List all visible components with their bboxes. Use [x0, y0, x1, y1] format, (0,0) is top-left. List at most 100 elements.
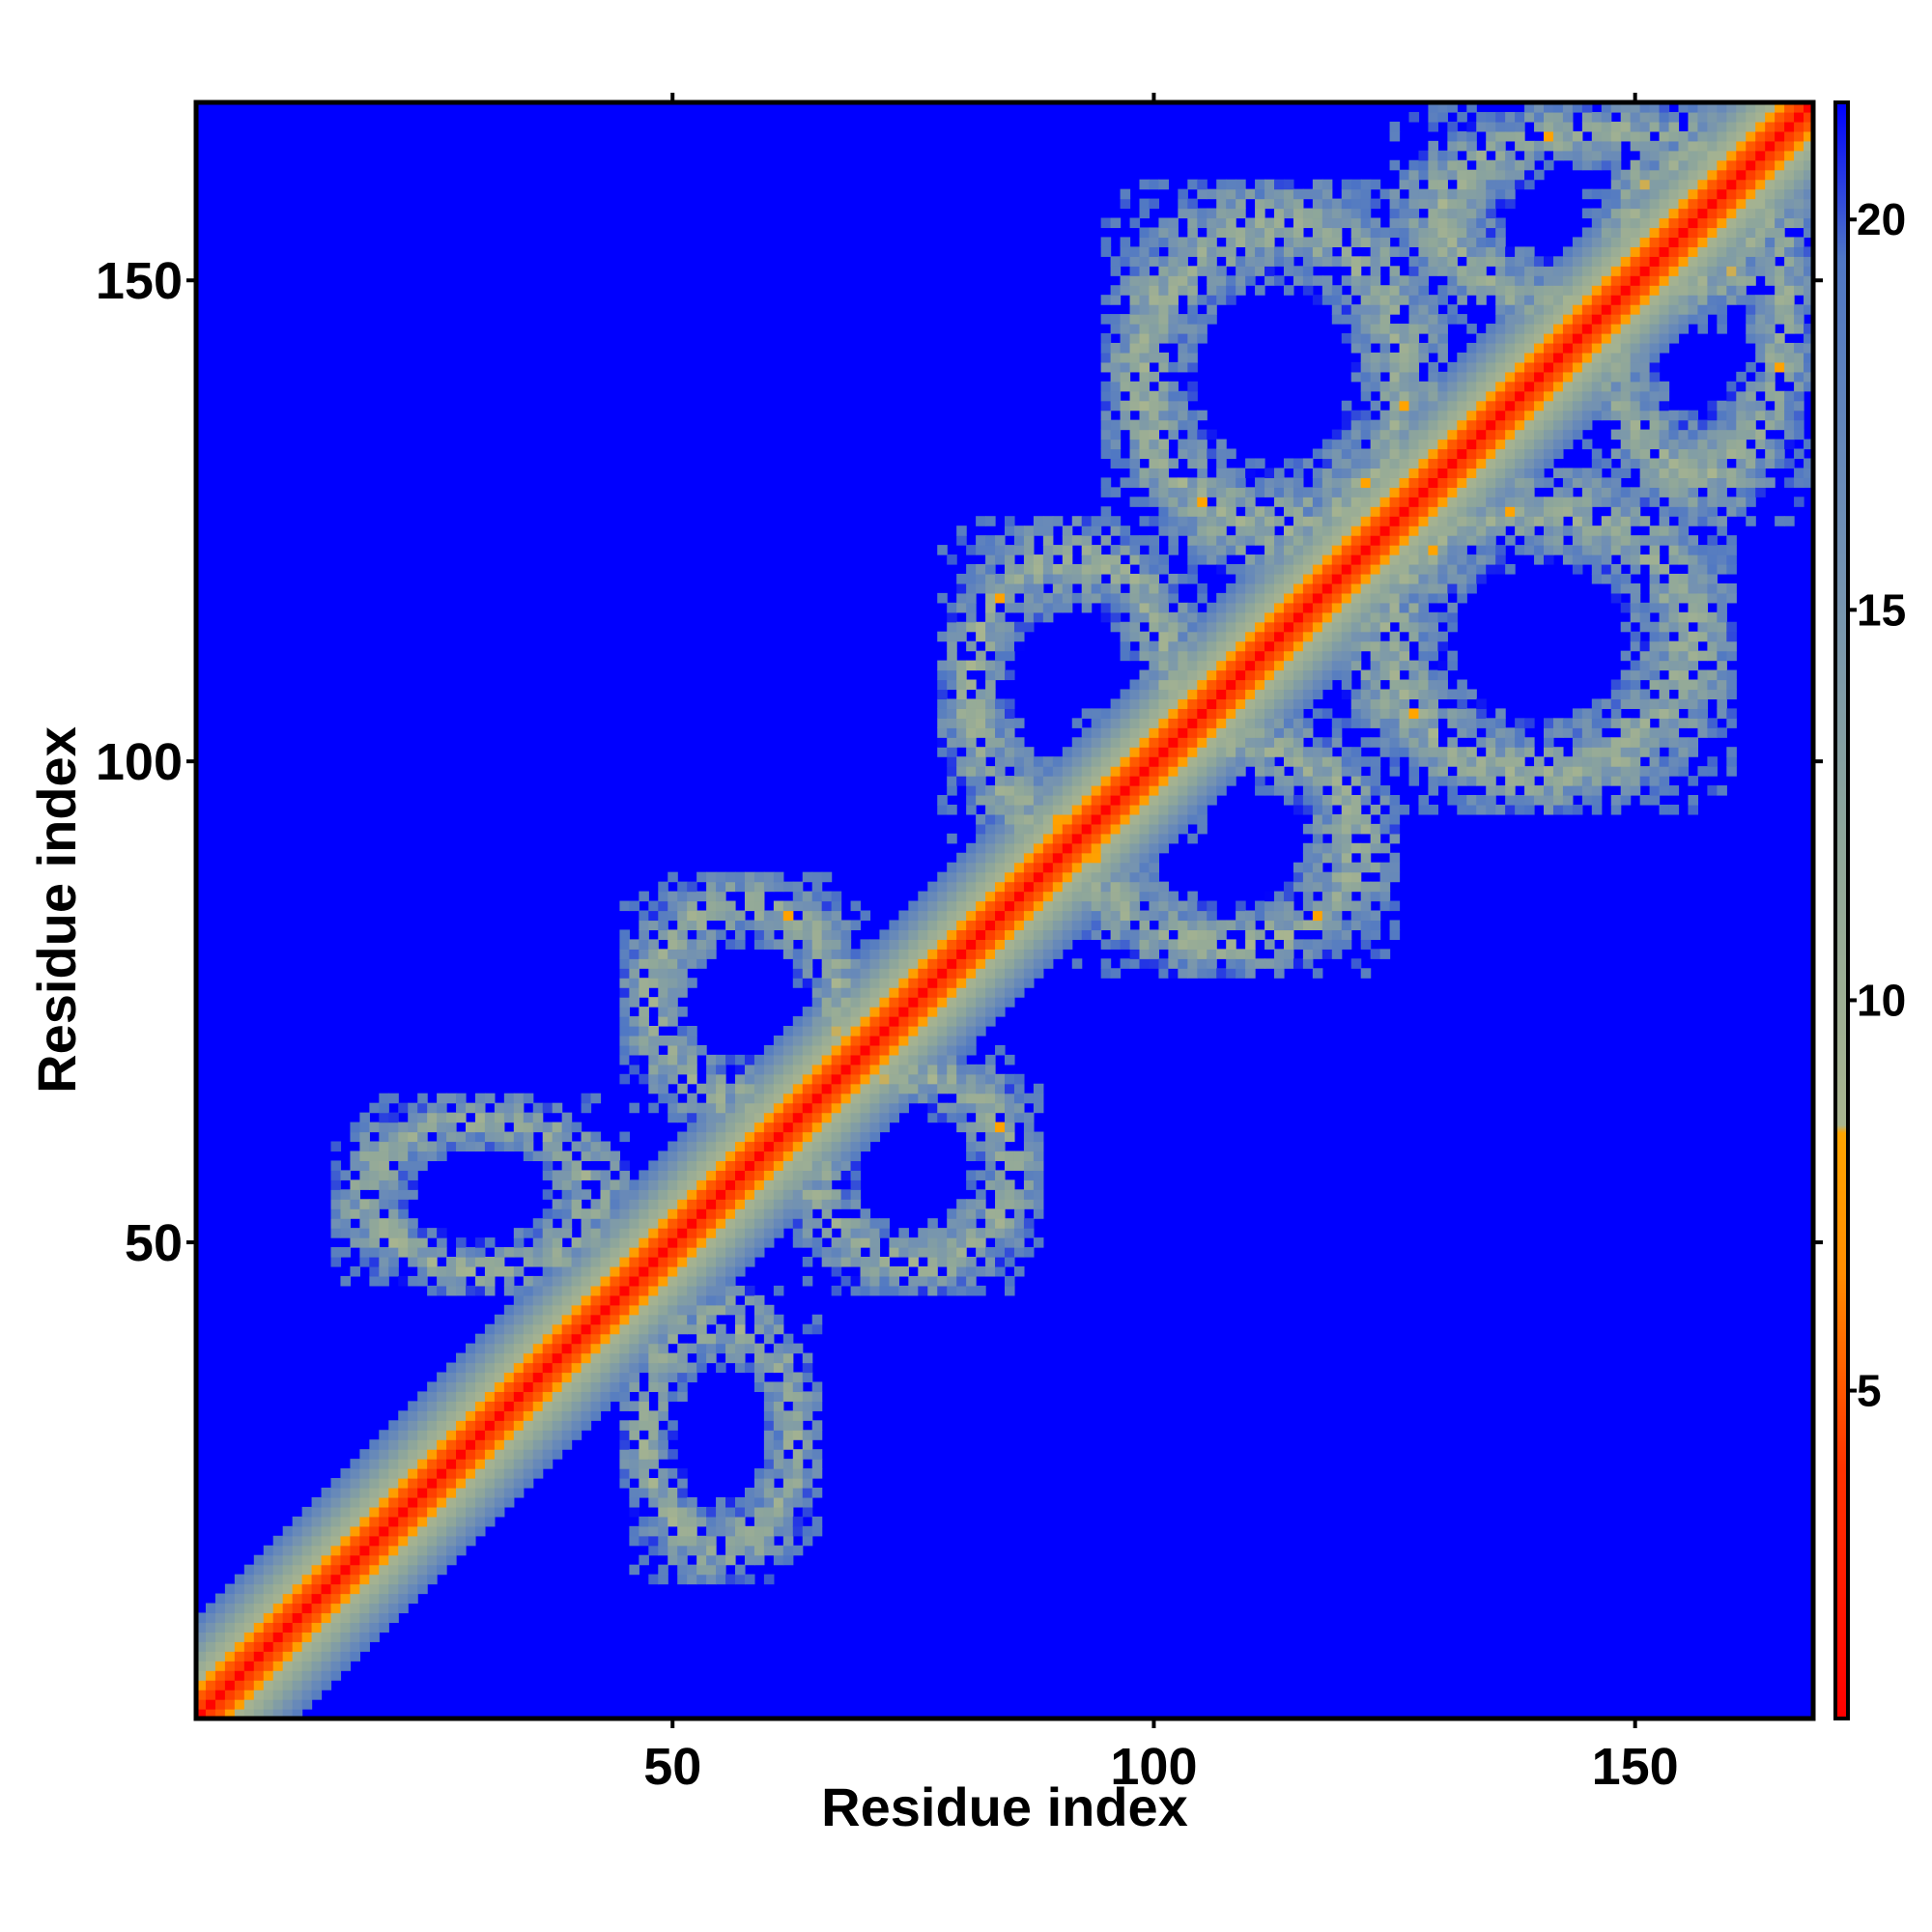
heatmap-cell	[1110, 352, 1122, 363]
heatmap-cell	[1264, 564, 1275, 575]
heatmap-cell	[282, 1525, 294, 1537]
heatmap-cell	[1120, 747, 1131, 757]
heatmap-cell	[811, 1044, 823, 1056]
heatmap-cell	[802, 1372, 813, 1383]
heatmap-cell	[908, 1054, 919, 1065]
heatmap-cell	[561, 1247, 573, 1258]
heatmap-cell	[802, 1237, 813, 1248]
heatmap-cell	[571, 1362, 582, 1374]
heatmap-cell	[956, 1093, 967, 1104]
heatmap-cell	[1100, 381, 1112, 392]
heatmap-cell	[542, 1381, 554, 1393]
heatmap-cell	[956, 592, 967, 604]
heatmap-cell	[214, 1603, 226, 1614]
heatmap-cell	[1255, 217, 1265, 229]
heatmap-cell	[513, 1459, 525, 1469]
heatmap-cell	[802, 1131, 813, 1143]
heatmap-cell	[1023, 1189, 1035, 1200]
heatmap-cell	[1255, 477, 1265, 488]
heatmap-cell	[629, 1401, 639, 1411]
heatmap-cell	[947, 631, 957, 642]
heatmap-cell	[782, 1044, 794, 1056]
heatmap-cell	[773, 1054, 784, 1065]
heatmap-cell	[1197, 920, 1208, 931]
heatmap-cell	[330, 1574, 342, 1585]
heatmap-cell	[398, 1151, 409, 1162]
heatmap-cell	[947, 1044, 957, 1056]
heatmap-cell	[1187, 246, 1198, 257]
heatmap-cell	[811, 1102, 823, 1114]
heatmap-cell	[802, 891, 813, 902]
heatmap-cell	[744, 1199, 755, 1209]
heatmap-cell	[860, 1035, 871, 1046]
heatmap-cell	[610, 1208, 621, 1219]
heatmap-cell	[600, 1352, 611, 1364]
heatmap-cell	[677, 1468, 688, 1479]
heatmap-cell	[369, 1583, 380, 1595]
heatmap-cell	[735, 1218, 746, 1229]
heatmap-cell	[542, 1401, 554, 1411]
heatmap-cell	[706, 1294, 717, 1306]
heatmap-cell	[1129, 429, 1141, 440]
heatmap-cell	[437, 1112, 447, 1123]
heatmap-cell	[1321, 679, 1333, 691]
heatmap-cell	[985, 1160, 996, 1171]
heatmap-cell	[1120, 545, 1131, 555]
heatmap-cell	[417, 1478, 428, 1489]
heatmap-cell	[782, 1073, 794, 1085]
heatmap-cell	[272, 1641, 284, 1652]
heatmap-cell	[706, 1333, 717, 1345]
heatmap-cell	[282, 1680, 294, 1690]
heatmap-cell	[918, 1237, 928, 1248]
heatmap-cell	[985, 949, 996, 959]
heatmap-cell	[417, 1401, 428, 1411]
heatmap-cell	[1129, 785, 1141, 796]
heatmap-cell	[735, 1257, 746, 1267]
heatmap-cell	[985, 968, 996, 979]
heatmap-cell	[1187, 631, 1198, 642]
heatmap-cell	[1187, 295, 1198, 305]
heatmap-cell	[1023, 747, 1035, 757]
heatmap-cell	[427, 1391, 438, 1402]
heatmap-cell	[1005, 1179, 1015, 1190]
heatmap-cell	[1255, 958, 1265, 969]
heatmap-cell	[1178, 669, 1188, 681]
heatmap-cell	[1331, 304, 1343, 315]
heatmap-cell	[1149, 804, 1160, 815]
heatmap-cell	[947, 1026, 957, 1037]
heatmap-cell	[494, 1122, 505, 1133]
heatmap-cell	[668, 1151, 678, 1162]
heatmap-cell	[446, 1257, 457, 1267]
heatmap-cell	[388, 1554, 399, 1566]
heatmap-cell	[648, 1285, 659, 1296]
heatmap-cell	[1283, 756, 1294, 767]
heatmap-cell	[860, 1064, 871, 1075]
heatmap-cell	[408, 1430, 418, 1440]
heatmap-cell	[1033, 958, 1044, 969]
heatmap-cell	[792, 1131, 804, 1143]
heatmap-cell	[802, 1275, 813, 1287]
heatmap-cell	[466, 1439, 476, 1450]
heatmap-cell	[292, 1593, 303, 1605]
heatmap-cell	[966, 891, 977, 902]
heatmap-cell	[301, 1612, 313, 1624]
heatmap-cell	[1081, 554, 1093, 565]
heatmap-cell	[1341, 871, 1352, 883]
heatmap-cell	[629, 1333, 639, 1345]
heatmap-cell	[1312, 900, 1323, 912]
heatmap-cell	[1312, 573, 1323, 584]
heatmap-cell	[542, 1439, 554, 1450]
heatmap-cell	[532, 1410, 544, 1421]
heatmap-cell	[1350, 611, 1362, 623]
heatmap-cell	[330, 1170, 342, 1180]
heatmap-cell	[985, 1151, 996, 1162]
heatmap-cell	[947, 621, 957, 633]
heatmap-cell	[1197, 776, 1208, 786]
heatmap-cell	[1197, 795, 1208, 806]
heatmap-cell	[1321, 669, 1333, 681]
heatmap-cell	[1321, 592, 1333, 604]
heatmap-cell	[552, 1265, 563, 1277]
heatmap-cell	[937, 1257, 948, 1267]
heatmap-cell	[995, 871, 1006, 883]
heatmap-cell	[966, 747, 977, 757]
